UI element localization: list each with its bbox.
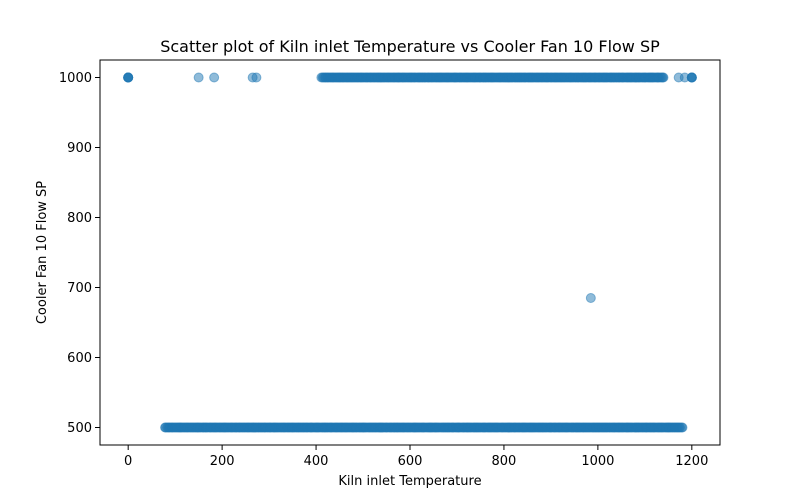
x-axis-ticks: 0 200 400 600 800 1000 1200: [124, 445, 708, 469]
x-axis-label: Kiln inlet Temperature: [338, 474, 481, 489]
data-point: [677, 422, 688, 433]
chart-title: Scatter plot of Kiln inlet Temperature v…: [160, 37, 660, 56]
data-point: [251, 72, 262, 83]
x-tick-label: 200: [210, 454, 235, 469]
y-tick-label: 600: [67, 351, 92, 366]
x-tick-label: 800: [492, 454, 517, 469]
y-tick-label: 1000: [59, 71, 92, 86]
data-point: [585, 293, 596, 303]
y-axis-ticks: 500 600 700 800 900 1000: [59, 71, 100, 436]
data-point: [123, 72, 134, 83]
y-tick-label: 900: [67, 141, 92, 156]
data-point: [193, 72, 204, 83]
x-tick-label: 400: [304, 454, 329, 469]
y-tick-label: 800: [67, 211, 92, 226]
data-point: [209, 72, 220, 83]
y-tick-label: 700: [67, 281, 92, 296]
data-point: [658, 72, 669, 83]
data-point: [686, 72, 697, 83]
y-tick-label: 500: [67, 421, 92, 436]
y-axis-label: Cooler Fan 10 Flow SP: [35, 181, 50, 324]
x-tick-label: 1000: [581, 454, 614, 469]
data-points: [123, 72, 697, 433]
x-tick-label: 600: [398, 454, 423, 469]
x-tick-label: 0: [124, 454, 132, 469]
x-tick-label: 1200: [675, 454, 708, 469]
